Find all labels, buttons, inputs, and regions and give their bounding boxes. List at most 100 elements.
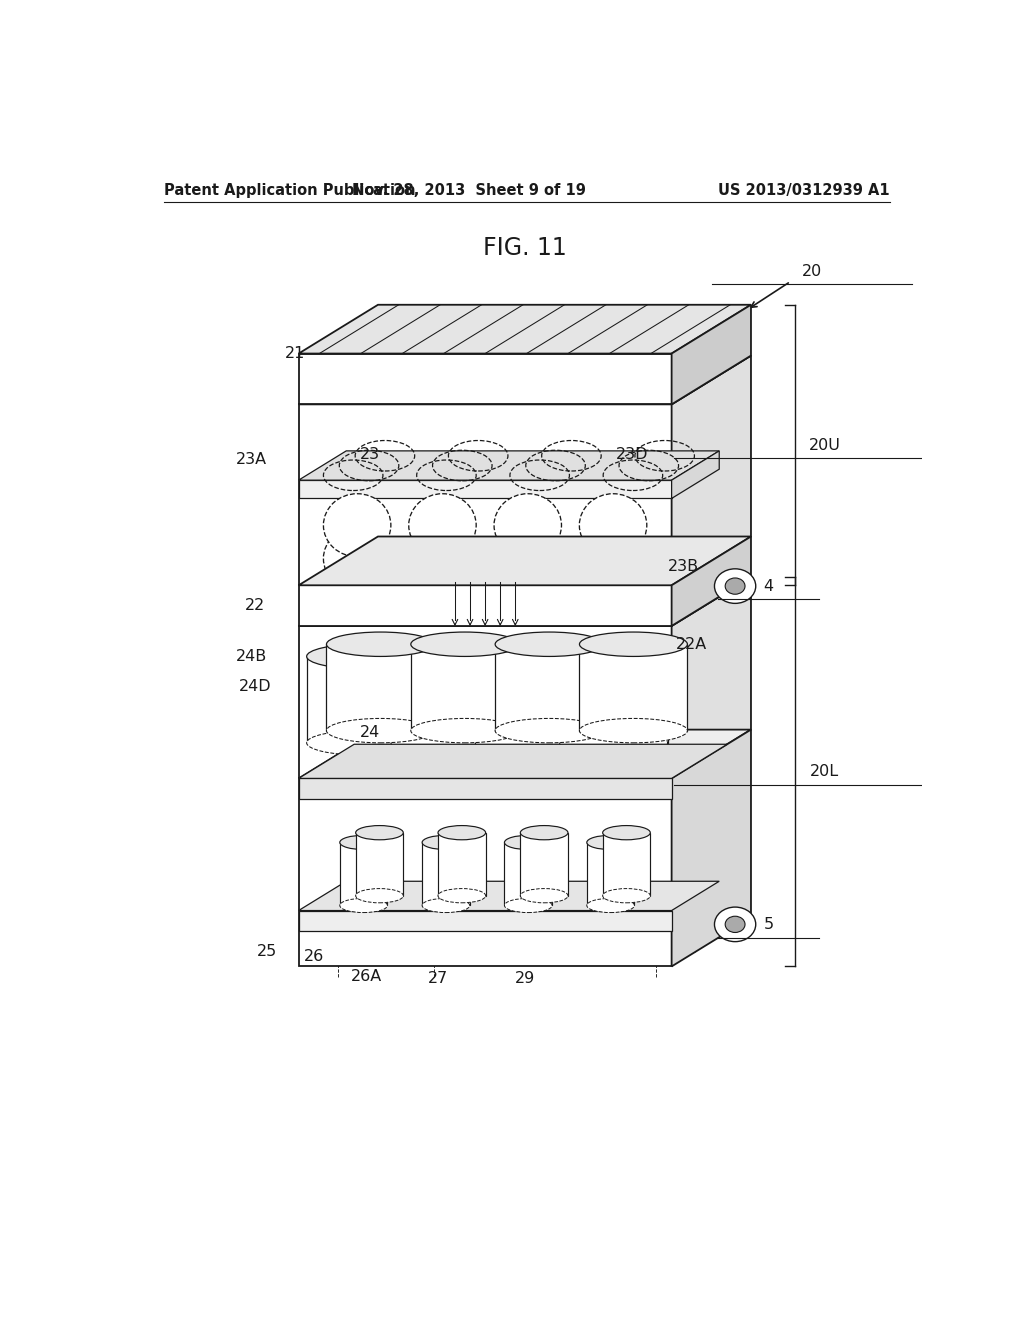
Polygon shape (327, 644, 434, 731)
Polygon shape (672, 577, 751, 779)
Text: FIG. 11: FIG. 11 (483, 236, 566, 260)
Polygon shape (560, 656, 668, 743)
Ellipse shape (409, 494, 476, 557)
Ellipse shape (580, 494, 647, 557)
Ellipse shape (725, 578, 745, 594)
Polygon shape (580, 644, 687, 731)
Ellipse shape (496, 718, 603, 743)
Ellipse shape (715, 569, 756, 603)
Ellipse shape (327, 632, 434, 656)
Text: 24D: 24D (239, 680, 271, 694)
Polygon shape (299, 404, 672, 585)
Polygon shape (672, 355, 751, 585)
Text: 24: 24 (359, 725, 380, 741)
Text: 5: 5 (763, 917, 773, 932)
Text: Patent Application Publication: Patent Application Publication (164, 183, 415, 198)
Polygon shape (496, 644, 603, 731)
Polygon shape (299, 911, 672, 931)
Ellipse shape (505, 899, 552, 912)
Polygon shape (299, 355, 751, 404)
Ellipse shape (422, 836, 470, 850)
Ellipse shape (409, 527, 476, 590)
Polygon shape (299, 536, 751, 585)
Text: 21: 21 (285, 346, 305, 362)
Polygon shape (355, 833, 403, 896)
Ellipse shape (580, 527, 647, 590)
Ellipse shape (355, 825, 403, 840)
Ellipse shape (340, 899, 387, 912)
Polygon shape (475, 656, 584, 743)
Ellipse shape (355, 888, 403, 903)
Text: 22A: 22A (676, 636, 707, 652)
Polygon shape (603, 833, 650, 896)
Ellipse shape (340, 836, 387, 850)
Ellipse shape (475, 644, 584, 669)
Text: 20L: 20L (810, 764, 840, 779)
Ellipse shape (603, 888, 650, 903)
Ellipse shape (422, 899, 470, 912)
Polygon shape (438, 833, 485, 896)
Polygon shape (299, 779, 672, 966)
Polygon shape (411, 644, 519, 731)
Polygon shape (306, 656, 415, 743)
Polygon shape (672, 451, 719, 499)
Ellipse shape (438, 825, 485, 840)
Polygon shape (299, 585, 672, 626)
Ellipse shape (587, 836, 635, 850)
Polygon shape (672, 305, 751, 404)
Text: 23B: 23B (668, 560, 698, 574)
Ellipse shape (520, 825, 568, 840)
Ellipse shape (327, 718, 434, 743)
Text: Nov. 28, 2013  Sheet 9 of 19: Nov. 28, 2013 Sheet 9 of 19 (352, 183, 586, 198)
Text: 26: 26 (304, 949, 325, 964)
Ellipse shape (715, 907, 756, 941)
Polygon shape (299, 744, 727, 779)
Ellipse shape (587, 899, 635, 912)
Polygon shape (340, 842, 387, 906)
Text: 25: 25 (257, 944, 278, 958)
Text: 29: 29 (515, 972, 535, 986)
Ellipse shape (603, 825, 650, 840)
Text: 27: 27 (427, 972, 447, 986)
Ellipse shape (520, 888, 568, 903)
Polygon shape (299, 354, 672, 404)
Ellipse shape (494, 527, 561, 590)
Polygon shape (672, 536, 751, 626)
Ellipse shape (725, 916, 745, 932)
Ellipse shape (494, 494, 561, 557)
Ellipse shape (306, 644, 415, 669)
Polygon shape (299, 730, 751, 779)
Ellipse shape (475, 731, 584, 755)
Ellipse shape (580, 632, 687, 656)
Polygon shape (299, 779, 672, 799)
Ellipse shape (496, 632, 603, 656)
Ellipse shape (580, 718, 687, 743)
Polygon shape (391, 656, 499, 743)
Ellipse shape (438, 888, 485, 903)
Text: 23D: 23D (615, 447, 648, 462)
Ellipse shape (560, 731, 668, 755)
Text: 22: 22 (245, 598, 265, 612)
Polygon shape (299, 480, 672, 499)
Ellipse shape (324, 527, 391, 590)
Text: US 2013/0312939 A1: US 2013/0312939 A1 (718, 183, 890, 198)
Ellipse shape (411, 718, 519, 743)
Polygon shape (505, 842, 552, 906)
Ellipse shape (391, 731, 499, 755)
Ellipse shape (324, 494, 391, 557)
Polygon shape (672, 730, 751, 966)
Text: 20: 20 (802, 264, 822, 279)
Ellipse shape (306, 731, 415, 755)
Polygon shape (299, 626, 672, 779)
Text: 23: 23 (360, 447, 380, 462)
Polygon shape (299, 305, 751, 354)
Polygon shape (299, 451, 719, 480)
Polygon shape (422, 842, 470, 906)
Polygon shape (299, 882, 719, 911)
Text: 4: 4 (763, 578, 773, 594)
Ellipse shape (411, 632, 519, 656)
Text: 23A: 23A (236, 453, 266, 467)
Polygon shape (520, 833, 568, 896)
Text: 26A: 26A (350, 969, 382, 985)
Polygon shape (587, 842, 635, 906)
